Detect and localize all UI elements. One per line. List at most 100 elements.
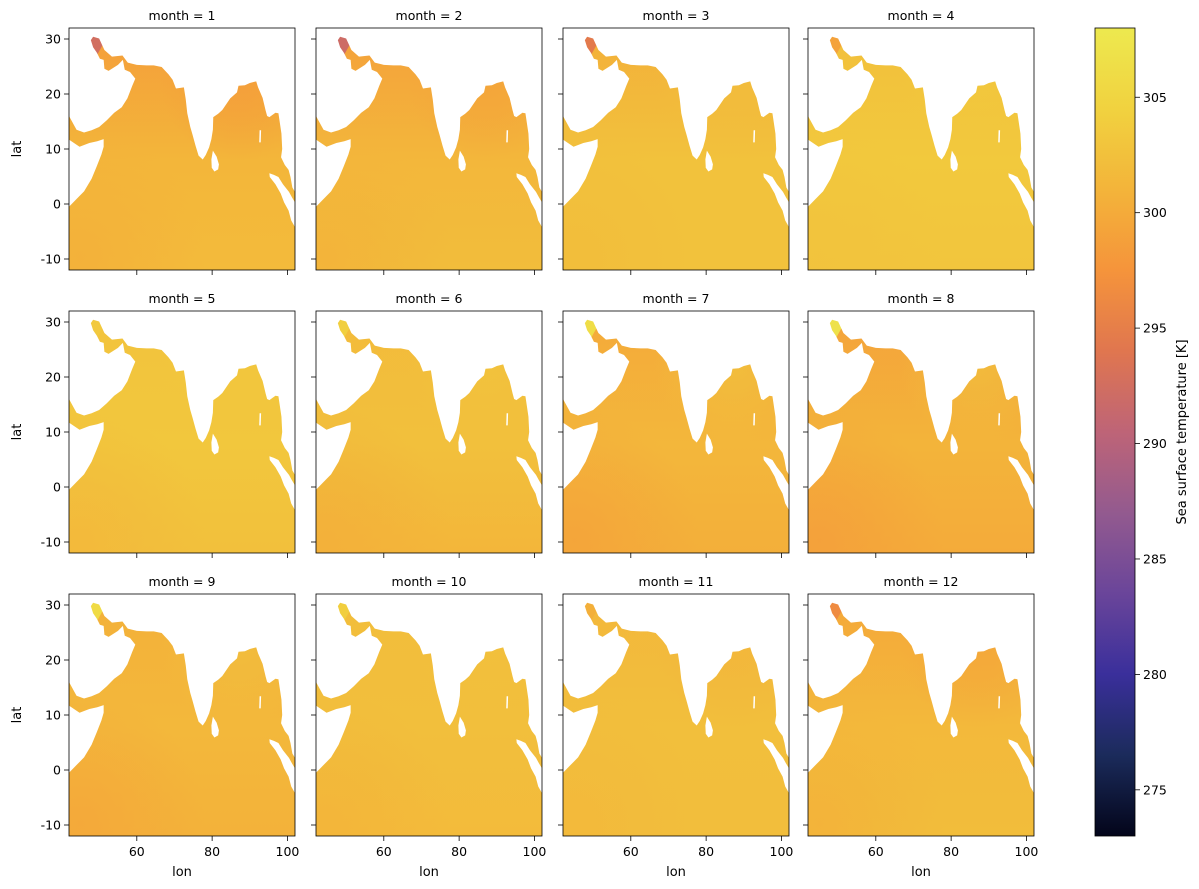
panel-title: month = 3 bbox=[643, 8, 710, 23]
colorbar-tick-label: 285 bbox=[1143, 551, 1167, 566]
land-mask bbox=[753, 413, 756, 426]
land-mask bbox=[705, 433, 713, 455]
land-mask bbox=[316, 139, 351, 207]
land-mask bbox=[316, 28, 542, 192]
land-mask bbox=[316, 594, 542, 758]
land-mask bbox=[458, 716, 466, 738]
land-mask bbox=[516, 739, 542, 794]
land-mask bbox=[1008, 456, 1034, 511]
land-mask bbox=[763, 173, 789, 228]
land-mask bbox=[316, 422, 351, 490]
panel-title: month = 7 bbox=[643, 291, 710, 306]
x-tick-label: 80 bbox=[451, 844, 467, 859]
land-mask bbox=[506, 696, 509, 709]
colorbar: 275 280 285 290 295 300 305 Sea surface temper… bbox=[1094, 27, 1190, 837]
y-tick-label: 10 bbox=[45, 708, 61, 723]
facet-panel-month-6: month = 6 bbox=[311, 291, 543, 558]
land-mask bbox=[753, 130, 756, 143]
land-mask bbox=[316, 705, 351, 773]
colorbar-tick-label: 300 bbox=[1143, 205, 1167, 220]
colorbar-tick-label: 280 bbox=[1143, 667, 1167, 682]
land-mask bbox=[705, 150, 713, 172]
land-mask bbox=[563, 422, 598, 490]
land-mask bbox=[69, 311, 295, 475]
land-mask bbox=[563, 139, 598, 207]
x-tick-label: 100 bbox=[276, 844, 300, 859]
land-mask bbox=[563, 28, 789, 192]
land-mask bbox=[998, 696, 1001, 709]
facet-panel-month-5: month = 5 -10 0 10 20 30 lat bbox=[10, 291, 296, 558]
panel-title: month = 10 bbox=[392, 574, 467, 589]
x-tick-label: 100 bbox=[523, 844, 547, 859]
land-mask bbox=[753, 696, 756, 709]
land-mask bbox=[458, 433, 466, 455]
y-tick-label: 20 bbox=[45, 87, 61, 102]
land-mask bbox=[808, 705, 843, 773]
land-mask bbox=[563, 311, 789, 475]
land-mask bbox=[808, 311, 1034, 475]
land-mask bbox=[998, 130, 1001, 143]
land-mask bbox=[259, 696, 262, 709]
land-mask bbox=[259, 413, 262, 426]
land-mask bbox=[69, 705, 104, 773]
land-mask bbox=[1008, 739, 1034, 794]
x-tick-label: 80 bbox=[943, 844, 959, 859]
panel-title: month = 4 bbox=[888, 8, 955, 23]
colorbar-tick-label: 305 bbox=[1143, 90, 1167, 105]
land-mask bbox=[808, 28, 1034, 192]
land-mask bbox=[563, 705, 598, 773]
land-mask bbox=[211, 433, 219, 455]
y-tick-label: -10 bbox=[41, 252, 61, 267]
facet-panel-month-2: month = 2 bbox=[311, 8, 543, 275]
y-tick-label: 20 bbox=[45, 370, 61, 385]
land-mask bbox=[458, 150, 466, 172]
land-mask bbox=[316, 311, 542, 475]
colorbar-tick-label: 295 bbox=[1143, 321, 1167, 336]
y-tick-label: 10 bbox=[45, 142, 61, 157]
land-mask bbox=[211, 716, 219, 738]
land-mask bbox=[705, 716, 713, 738]
x-axis-label: lon bbox=[172, 865, 192, 880]
facet-panel-month-7: month = 7 bbox=[558, 291, 790, 558]
y-axis-label: lat bbox=[10, 707, 25, 724]
facet-panel-month-8: month = 8 bbox=[803, 291, 1035, 558]
land-mask bbox=[950, 150, 958, 172]
y-tick-label: 0 bbox=[53, 197, 61, 212]
y-tick-label: 30 bbox=[45, 598, 61, 613]
panel-title: month = 8 bbox=[888, 291, 955, 306]
land-mask bbox=[69, 139, 104, 207]
panel-title: month = 11 bbox=[639, 574, 714, 589]
y-tick-label: 0 bbox=[53, 480, 61, 495]
colorbar-tick-label: 275 bbox=[1143, 782, 1167, 797]
facet-panel-month-10: month = 10 60 80 100 lon bbox=[311, 574, 546, 880]
facet-panels: month = 1 -10 0 10 20 30 lat month = 2 month = 3… bbox=[10, 8, 1038, 880]
x-axis-label: lon bbox=[666, 865, 686, 880]
land-mask bbox=[269, 739, 295, 794]
y-tick-label: -10 bbox=[41, 535, 61, 550]
y-tick-label: -10 bbox=[41, 818, 61, 833]
land-mask bbox=[808, 422, 843, 490]
x-axis-label: lon bbox=[419, 865, 439, 880]
land-mask bbox=[763, 456, 789, 511]
colorbar-label: Sea surface temperature [K] bbox=[1175, 339, 1190, 524]
land-mask bbox=[69, 594, 295, 758]
panel-title: month = 2 bbox=[396, 8, 463, 23]
land-mask bbox=[506, 130, 509, 143]
land-mask bbox=[506, 413, 509, 426]
y-tick-label: 0 bbox=[53, 763, 61, 778]
y-axis-label: lat bbox=[10, 424, 25, 441]
land-mask bbox=[259, 130, 262, 143]
y-axis-label: lat bbox=[10, 141, 25, 158]
y-tick-label: 10 bbox=[45, 425, 61, 440]
x-tick-label: 60 bbox=[868, 844, 884, 859]
panel-title: month = 5 bbox=[149, 291, 216, 306]
x-tick-label: 80 bbox=[698, 844, 714, 859]
land-mask bbox=[950, 433, 958, 455]
land-mask bbox=[69, 422, 104, 490]
x-tick-label: 60 bbox=[623, 844, 639, 859]
land-mask bbox=[763, 739, 789, 794]
land-mask bbox=[950, 716, 958, 738]
land-mask bbox=[808, 139, 843, 207]
land-mask bbox=[269, 456, 295, 511]
